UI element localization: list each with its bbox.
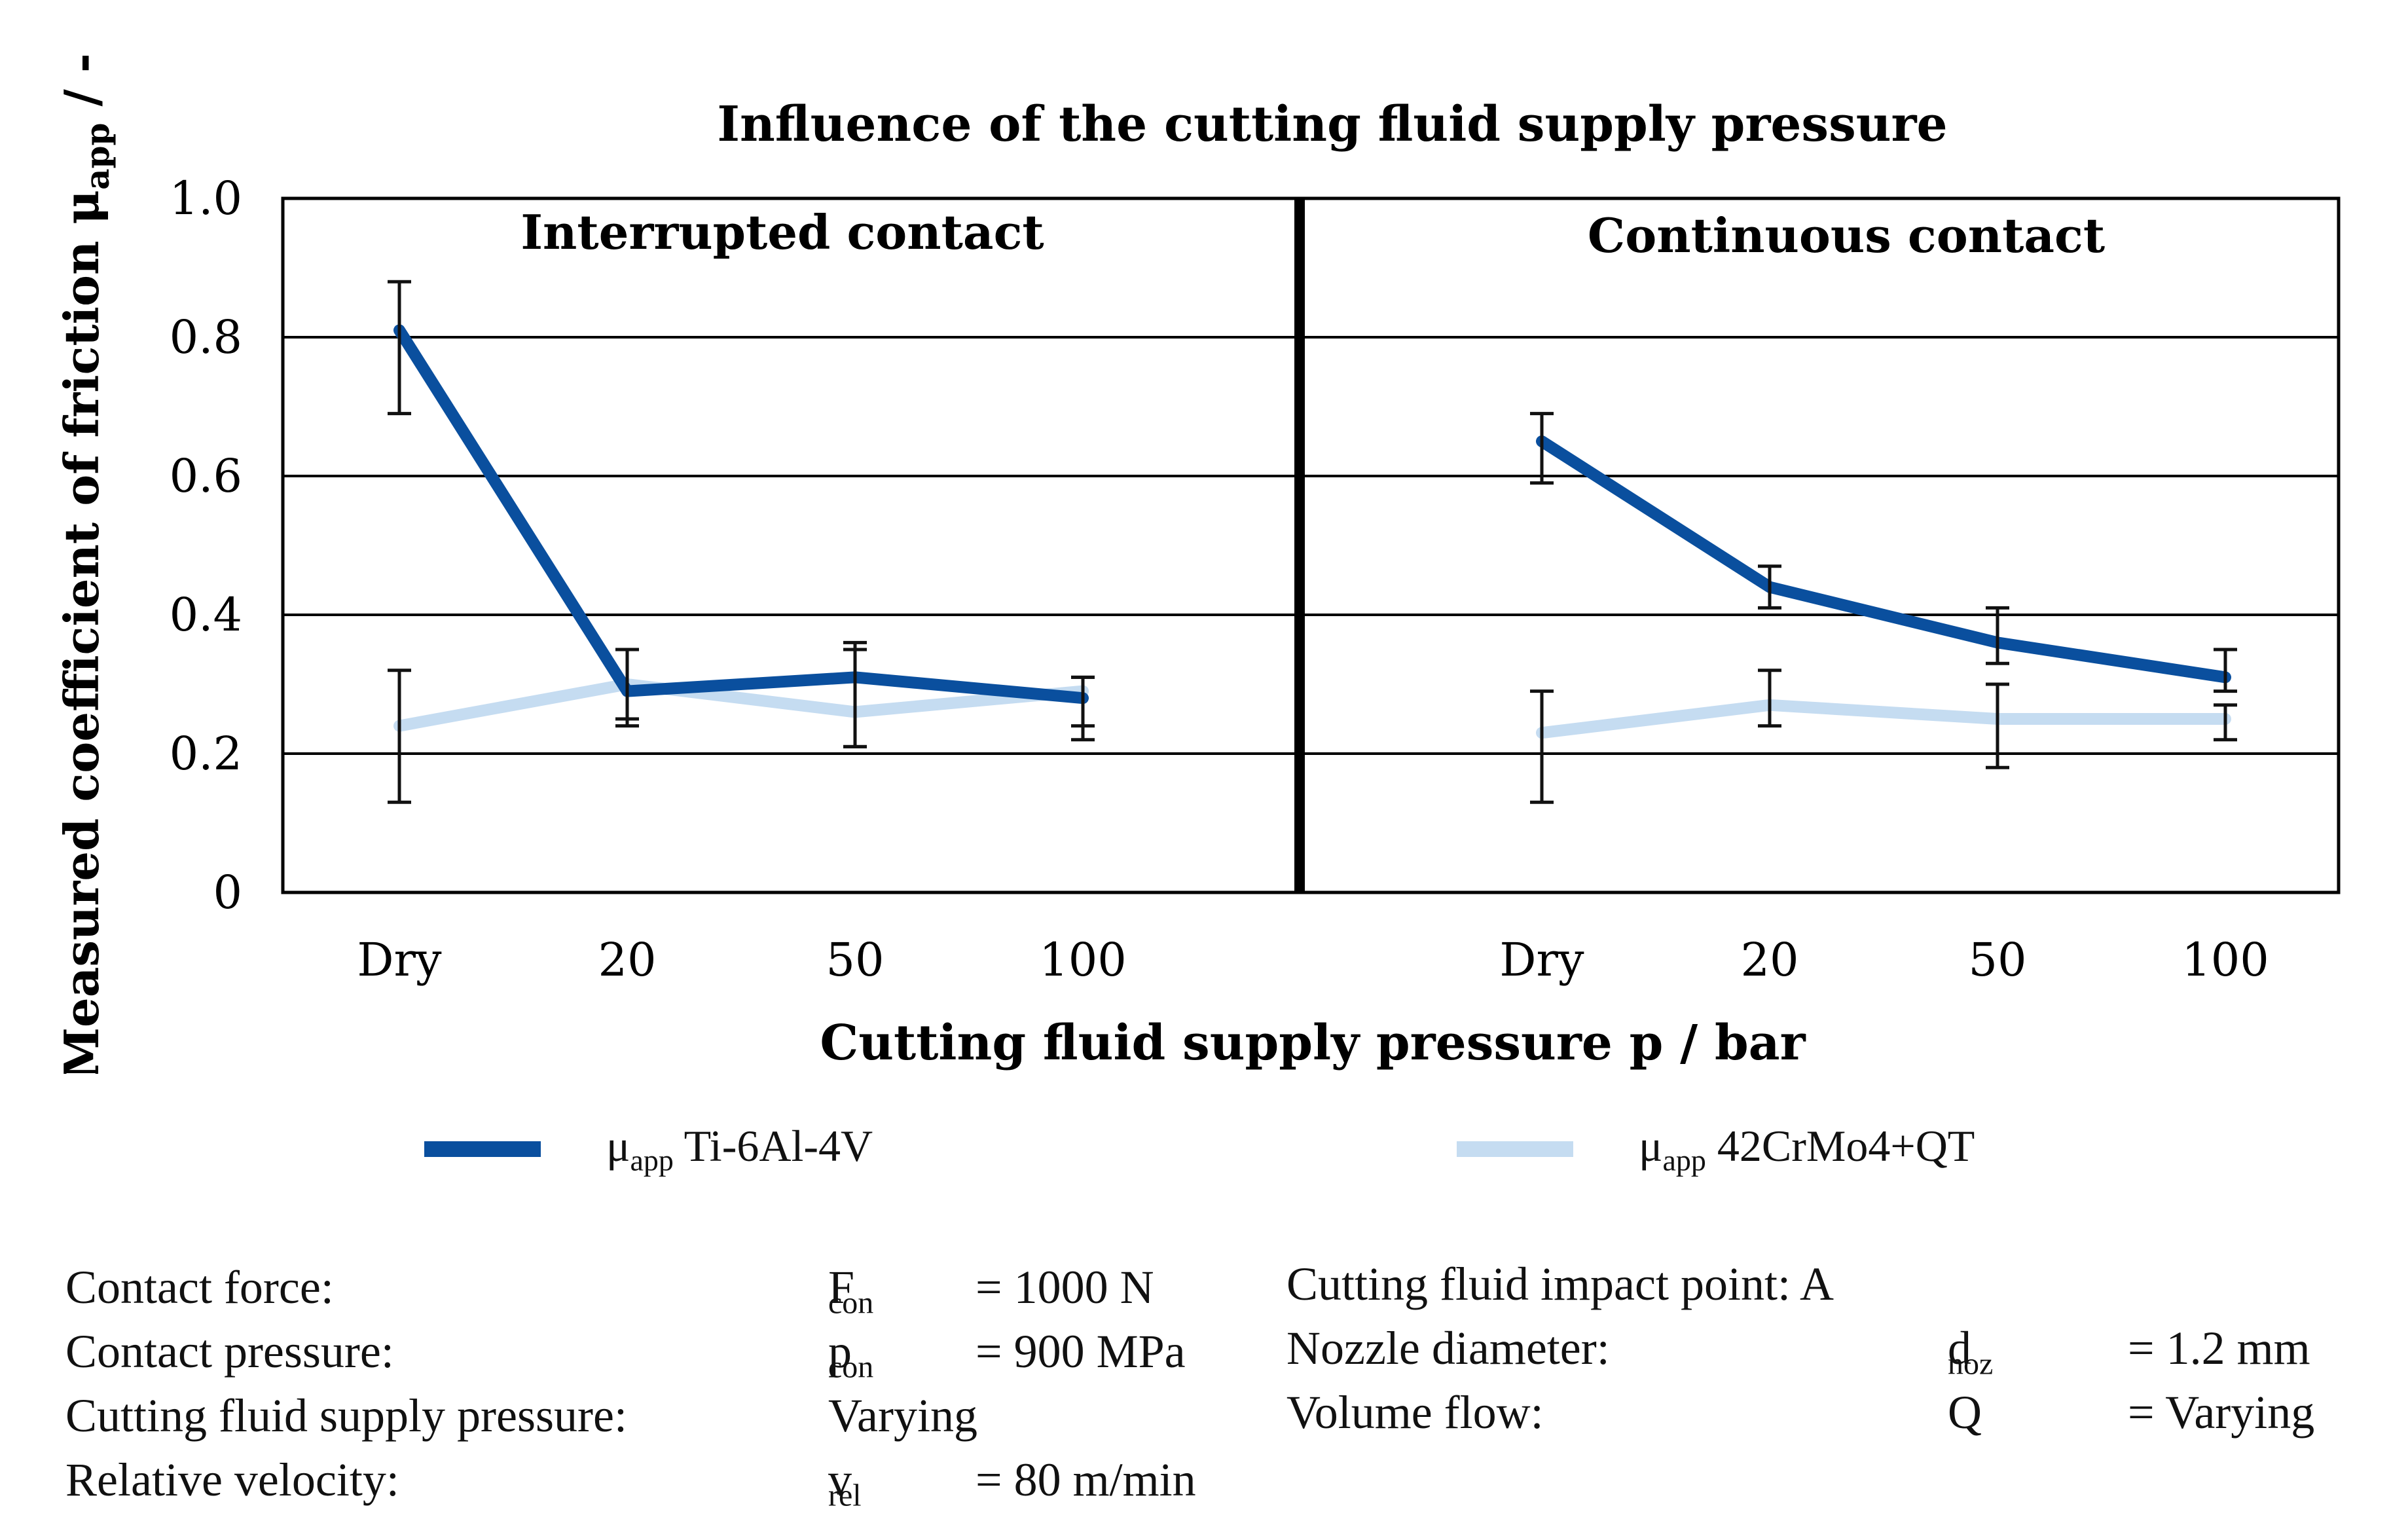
param-label: Cutting fluid supply pressure: (65, 1389, 627, 1442)
error-bar (2214, 648, 2237, 693)
series-line-ti (393, 324, 1089, 705)
y-axis-label: Measured coefficient of friction μapp / … (54, 53, 117, 1074)
error-bar (1071, 675, 1095, 742)
y-tick-label: 0.2 (170, 727, 242, 780)
y-ticks: 0 0.2 0.4 0.6 0.8 1.0 (170, 172, 242, 919)
friction-chart: Influence of the cutting fluid supply pr… (54, 53, 2341, 1074)
y-tick-label: 0 (213, 866, 242, 919)
param-value: = 1000 N (976, 1261, 1154, 1313)
error-bar (1986, 606, 2009, 665)
error-bar (2214, 703, 2237, 742)
error-bar (1758, 564, 1781, 610)
param-label: Relative velocity: (65, 1454, 399, 1506)
param-label: Contact pressure: (65, 1325, 394, 1378)
legend-swatch-ti (424, 1141, 541, 1157)
x-tick-label: 100 (2181, 933, 2269, 987)
param-row: Volume flow: Q = Varying (1286, 1386, 2315, 1439)
param-symbol: p con (828, 1325, 874, 1385)
series-line-ti (1536, 435, 2231, 684)
plot-frame (281, 196, 2341, 894)
param-value: = 900 MPa (976, 1325, 1186, 1378)
param-value: = 1.2 mm (2128, 1322, 2310, 1374)
error-bar (843, 640, 867, 748)
param-label: Contact force: (65, 1261, 334, 1313)
legend-item-crmo: μapp 42CrMo4+QT (1457, 1120, 1975, 1179)
y-tick-label: 0.6 (170, 449, 242, 503)
x-ticks: Dry 20 50 100 Dry 20 50 100 (357, 933, 2269, 987)
x-tick-label: Dry (1499, 933, 1584, 987)
error-bar (388, 669, 411, 804)
series-line-crmo (1536, 699, 2231, 739)
param-symbol: d noz (1948, 1322, 1994, 1382)
param-symbol: v rel (828, 1454, 862, 1513)
error-bar (615, 648, 639, 721)
x-tick-label: 20 (598, 933, 656, 987)
param-value: = 80 m/min (976, 1454, 1196, 1506)
panel-title-interrupted: Interrupted contact (520, 204, 1044, 260)
param-label: Volume flow: (1286, 1386, 1544, 1439)
error-bar (1986, 682, 2009, 769)
chart-title: Influence of the cutting fluid supply pr… (717, 96, 1947, 153)
param-row: Relative velocity: v rel = 80 m/min (65, 1456, 1277, 1520)
legend-label-ti: μapp Ti-6Al-4V (606, 1121, 873, 1177)
param-label: Nozzle diameter: (1286, 1322, 1610, 1374)
param-row: Cutting fluid impact point: A (1286, 1260, 2386, 1325)
series-line-crmo (393, 678, 1089, 732)
param-row: Nozzle diameter: d noz = 1.2 mm (1286, 1325, 2386, 1389)
param-value: = Varying (2128, 1386, 2315, 1439)
param-row: Cutting fluid supply pressure: Varying (65, 1389, 977, 1442)
x-tick-label: Dry (357, 933, 442, 987)
error-bar (1758, 669, 1781, 728)
x-tick-label: 20 (1740, 933, 1798, 987)
legend-item-ti: μapp Ti-6Al-4V (424, 1120, 873, 1179)
error-bar (1530, 412, 1554, 485)
legend-swatch-crmo (1457, 1141, 1573, 1157)
param-label: Cutting fluid impact point: A (1286, 1258, 1834, 1310)
panel-title-continuous: Continuous contact (1588, 208, 2105, 263)
x-tick-label: 50 (826, 933, 884, 987)
y-tick-label: 1.0 (170, 172, 242, 225)
params-right: Cutting fluid impact point: A Nozzle dia… (1286, 1260, 2386, 1453)
x-tick-label: 50 (1968, 933, 2026, 987)
error-bar (1530, 689, 1554, 804)
legend-label-crmo: μapp 42CrMo4+QT (1639, 1121, 1975, 1177)
x-tick-label: 100 (1039, 933, 1127, 987)
y-tick-label: 0.8 (170, 310, 242, 364)
x-axis-label: Cutting fluid supply pressure p / bar (820, 1015, 1806, 1071)
error-bar (388, 280, 411, 416)
param-row: Contact pressure: p con = 900 MPa (65, 1328, 1277, 1392)
y-tick-label: 0.4 (170, 588, 242, 642)
series (388, 280, 2237, 804)
